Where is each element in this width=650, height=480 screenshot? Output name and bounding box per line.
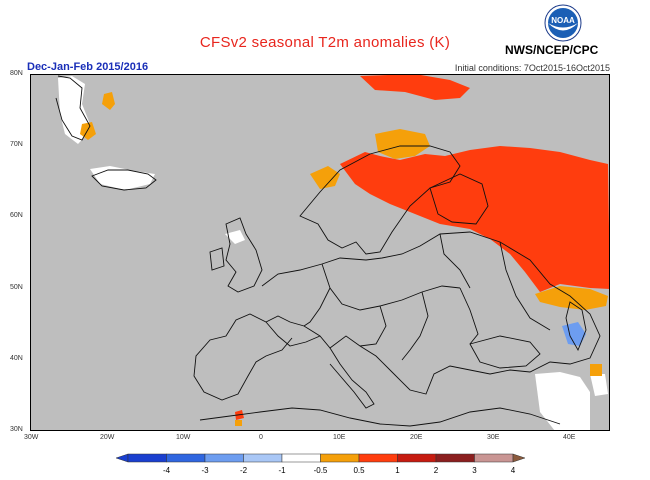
- weak-warm-areas: [80, 92, 608, 426]
- lon-tick: 10W: [176, 434, 191, 441]
- noaa-logo: NOAA: [544, 4, 582, 42]
- colorbar-label: 1: [395, 466, 400, 475]
- lat-tick: 50N: [10, 284, 23, 291]
- organization-label: NWS/NCEP/CPC: [505, 43, 599, 57]
- colorbar-segment: [474, 453, 514, 463]
- lat-tick: 30N: [10, 426, 23, 433]
- warm-anomaly-areas: [235, 74, 610, 420]
- lat-tick: 80N: [10, 70, 23, 77]
- lon-tick: 20W: [100, 434, 115, 441]
- forecast-period: Dec-Jan-Feb 2015/2016: [27, 61, 149, 73]
- lon-tick: 40E: [563, 434, 576, 441]
- colorbar-label: -2: [240, 466, 248, 475]
- colorbar-label: 2: [434, 466, 439, 475]
- colorbar-label: 3: [472, 466, 477, 475]
- lon-tick: 0: [259, 434, 263, 441]
- colorbar-segment: [320, 453, 360, 463]
- noaa-logo-text: NOAA: [551, 16, 575, 25]
- colorbar-segment: [204, 453, 244, 463]
- chart-title: CFSv2 seasonal T2m anomalies (K): [199, 34, 451, 51]
- noaa-logo-emblem: [544, 4, 582, 42]
- lon-tick: 20E: [410, 434, 423, 441]
- lat-tick: 40N: [10, 355, 23, 362]
- lat-tick: 60N: [10, 212, 23, 219]
- colorbar-segment: [397, 453, 437, 463]
- initial-conditions: Initial conditions: 7Oct2015-16Oct2015: [454, 63, 610, 73]
- lon-tick: 10E: [333, 434, 346, 441]
- colorbar-label: -0.5: [314, 466, 328, 475]
- lat-tick: 70N: [10, 141, 23, 148]
- lon-tick: 30W: [24, 434, 39, 441]
- colorbar-segment: [281, 453, 321, 463]
- colorbar-label: -4: [163, 466, 171, 475]
- colorbar-segment: [166, 453, 206, 463]
- colorbar-label: -3: [201, 466, 209, 475]
- colorbar-high-cap: [512, 453, 526, 463]
- colorbar-segment: [435, 453, 475, 463]
- colorbar-label: 0.5: [353, 466, 365, 475]
- colorbar-segment: [243, 453, 283, 463]
- coastlines: [55, 75, 601, 427]
- colorbar-low-cap: [116, 453, 129, 463]
- colorbar-label: 4: [511, 466, 516, 475]
- colorbar-segment: [127, 453, 167, 463]
- colorbar-segment: [358, 453, 398, 463]
- colorbar-label: -1: [278, 466, 286, 475]
- lon-tick: 30E: [487, 434, 500, 441]
- map-frame: [30, 74, 610, 431]
- anomaly-map: [30, 74, 610, 431]
- colorbar-legend: -4 -3 -2 -1 -0.5 0.5 1 2 3 4: [116, 453, 526, 475]
